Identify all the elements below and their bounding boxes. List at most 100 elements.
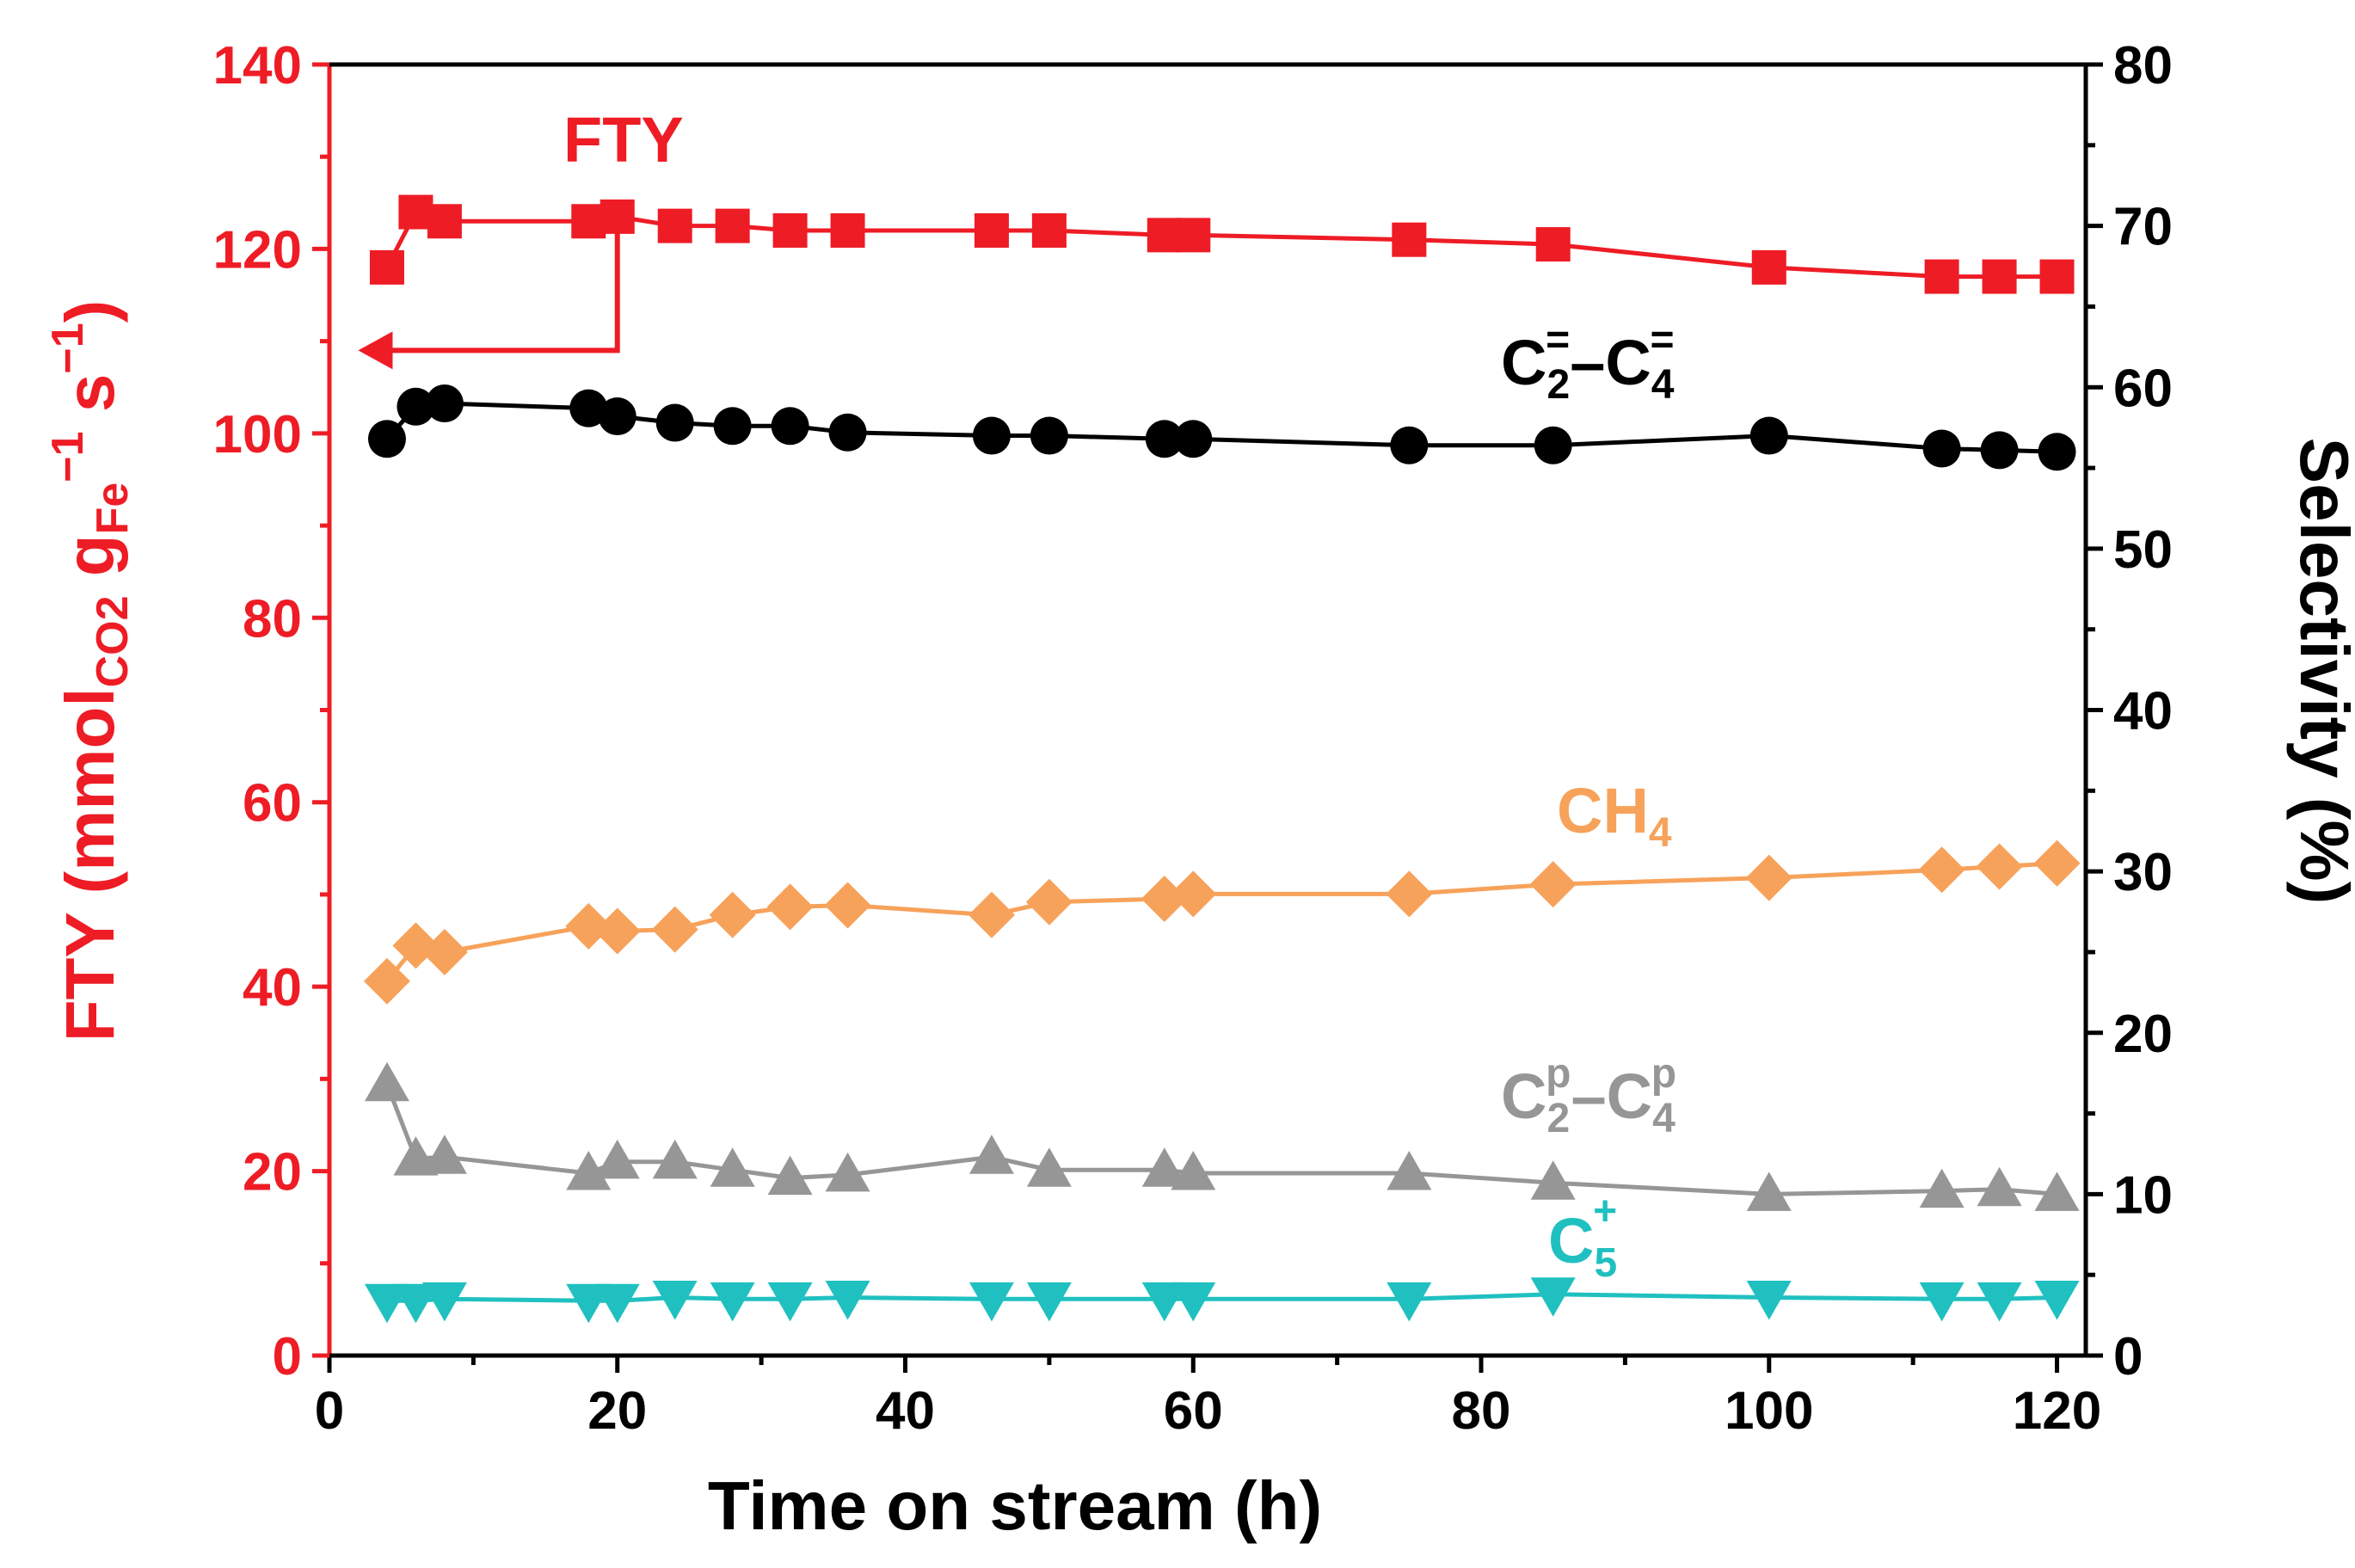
c5-label-sup: +: [1593, 1189, 1617, 1234]
fty-point: [1924, 259, 1959, 294]
paraffins-label-sup-p2: p: [1651, 1051, 1676, 1097]
olefins-point: [1749, 416, 1788, 455]
c5-point: [1141, 1282, 1187, 1322]
paraffins-point: [652, 1139, 698, 1179]
c5-point: [2034, 1280, 2080, 1320]
c5-point: [1387, 1282, 1432, 1322]
right-axis-label: Selectivity (%): [2286, 438, 2355, 904]
paraffins-point: [364, 1061, 409, 1102]
ch4-point: [565, 902, 612, 950]
left-tick-label: 20: [243, 1143, 302, 1202]
olefins-label-sup-eq1: =: [1546, 317, 1570, 363]
c5-point: [652, 1280, 698, 1320]
fty-point: [1392, 222, 1427, 257]
left-axis-label-sup-2: −1: [43, 323, 93, 373]
fty-point: [2039, 259, 2075, 294]
olefins-point: [655, 403, 694, 442]
paraffins-point: [1387, 1150, 1432, 1190]
c5-line: [387, 1292, 2057, 1303]
fty-point: [398, 194, 433, 230]
olefins-label-dash-c: –C: [1570, 327, 1651, 398]
c5-point: [364, 1283, 409, 1324]
x-tick-label: 80: [1452, 1381, 1511, 1441]
olefins-point: [1174, 420, 1213, 458]
left-tick-label: 40: [243, 958, 302, 1018]
olefins-point: [771, 407, 809, 446]
olefins-series: [367, 384, 2076, 471]
c5-series: [364, 1277, 2080, 1324]
olefins-point: [713, 407, 752, 446]
ch4-point: [421, 928, 468, 975]
paraffins-label-sup-p1: p: [1546, 1051, 1571, 1097]
olefins-point: [1922, 429, 1961, 468]
right-tick-label: 40: [2113, 682, 2173, 741]
c5-point: [393, 1283, 439, 1324]
c5-point: [594, 1283, 640, 1324]
olefins-point: [425, 384, 464, 423]
right-tick-label: 30: [2113, 843, 2173, 902]
olefins-point: [1030, 416, 1068, 455]
left-axis-label-s: s: [52, 374, 128, 432]
fty-point: [1982, 259, 2017, 294]
ch4-point: [1386, 870, 1433, 918]
olefins-line: [385, 401, 2057, 454]
fty-point: [974, 212, 1009, 248]
x-tick-label: 0: [315, 1381, 344, 1441]
ch4-point: [363, 957, 410, 1005]
left-axis-label-main: FTY (mmol: [52, 687, 128, 1042]
c5-label-base: C: [1548, 1205, 1594, 1276]
olefins-point: [598, 397, 636, 436]
left-axis-label-sub-fe: Fe: [88, 483, 138, 535]
olefins-label-sub-4: 4: [1651, 362, 1675, 408]
ch4-point: [1025, 878, 1073, 925]
ch4-point: [968, 891, 1015, 938]
ch4-point: [1918, 846, 1965, 894]
olefins-point: [828, 413, 867, 452]
c5-point: [1919, 1282, 1965, 1322]
paraffins-point: [968, 1134, 1014, 1174]
fty-point: [1147, 218, 1182, 253]
olefins-point: [397, 387, 435, 426]
right-axis-ticks: 0 10 20 30 40 50 60 70 80: [2086, 36, 2173, 1387]
ch4-point: [1529, 861, 1577, 908]
fty-point: [1176, 218, 1211, 253]
left-axis-label-g: g: [52, 534, 128, 595]
paraffins-point: [594, 1139, 640, 1179]
x-tick-label: 120: [2013, 1381, 2101, 1441]
left-axis-label-sub-co2: CO2: [88, 595, 138, 687]
ch4-series: [363, 839, 2081, 1005]
x-tick-label: 60: [1164, 1381, 1223, 1441]
left-tick-label: 60: [243, 774, 302, 833]
left-tick-label: 120: [213, 220, 302, 280]
left-axis-label: FTY (mmolCO2 gFe−1 s−1): [43, 300, 138, 1042]
c5-point: [566, 1283, 612, 1324]
olefins-point: [1145, 420, 1184, 458]
fty-series-label: FTY: [563, 104, 684, 175]
fty-point: [1031, 212, 1067, 248]
paraffins-point: [825, 1152, 870, 1192]
olefins-point: [569, 389, 608, 427]
fty-point: [369, 249, 404, 285]
paraffins-point: [767, 1155, 813, 1196]
olefins-label-sub-2: 2: [1546, 362, 1570, 408]
paraffins-label-dash-c: –C: [1571, 1061, 1652, 1132]
ch4-point: [2033, 839, 2081, 887]
ch4-line: [385, 861, 2057, 983]
ch4-point: [593, 907, 641, 955]
c5-label-sub: 5: [1594, 1240, 1617, 1286]
right-tick-label: 50: [2113, 520, 2173, 580]
c5-point: [1171, 1282, 1216, 1322]
c5-point: [1977, 1282, 2022, 1322]
right-tick-label: 20: [2113, 1005, 2173, 1064]
paraffins-point: [1171, 1150, 1216, 1190]
paraffins-point: [1977, 1166, 2022, 1207]
olefins-label-sup-eq2: =: [1651, 317, 1675, 363]
left-tick-label: 0: [273, 1327, 302, 1387]
ch4-point: [766, 883, 814, 931]
fty-line: [384, 209, 2057, 280]
c5-point: [968, 1282, 1014, 1322]
fty-axis-arrow: [358, 216, 620, 370]
arrow-head: [358, 331, 393, 370]
paraffins-label-sub-4: 4: [1652, 1096, 1676, 1141]
